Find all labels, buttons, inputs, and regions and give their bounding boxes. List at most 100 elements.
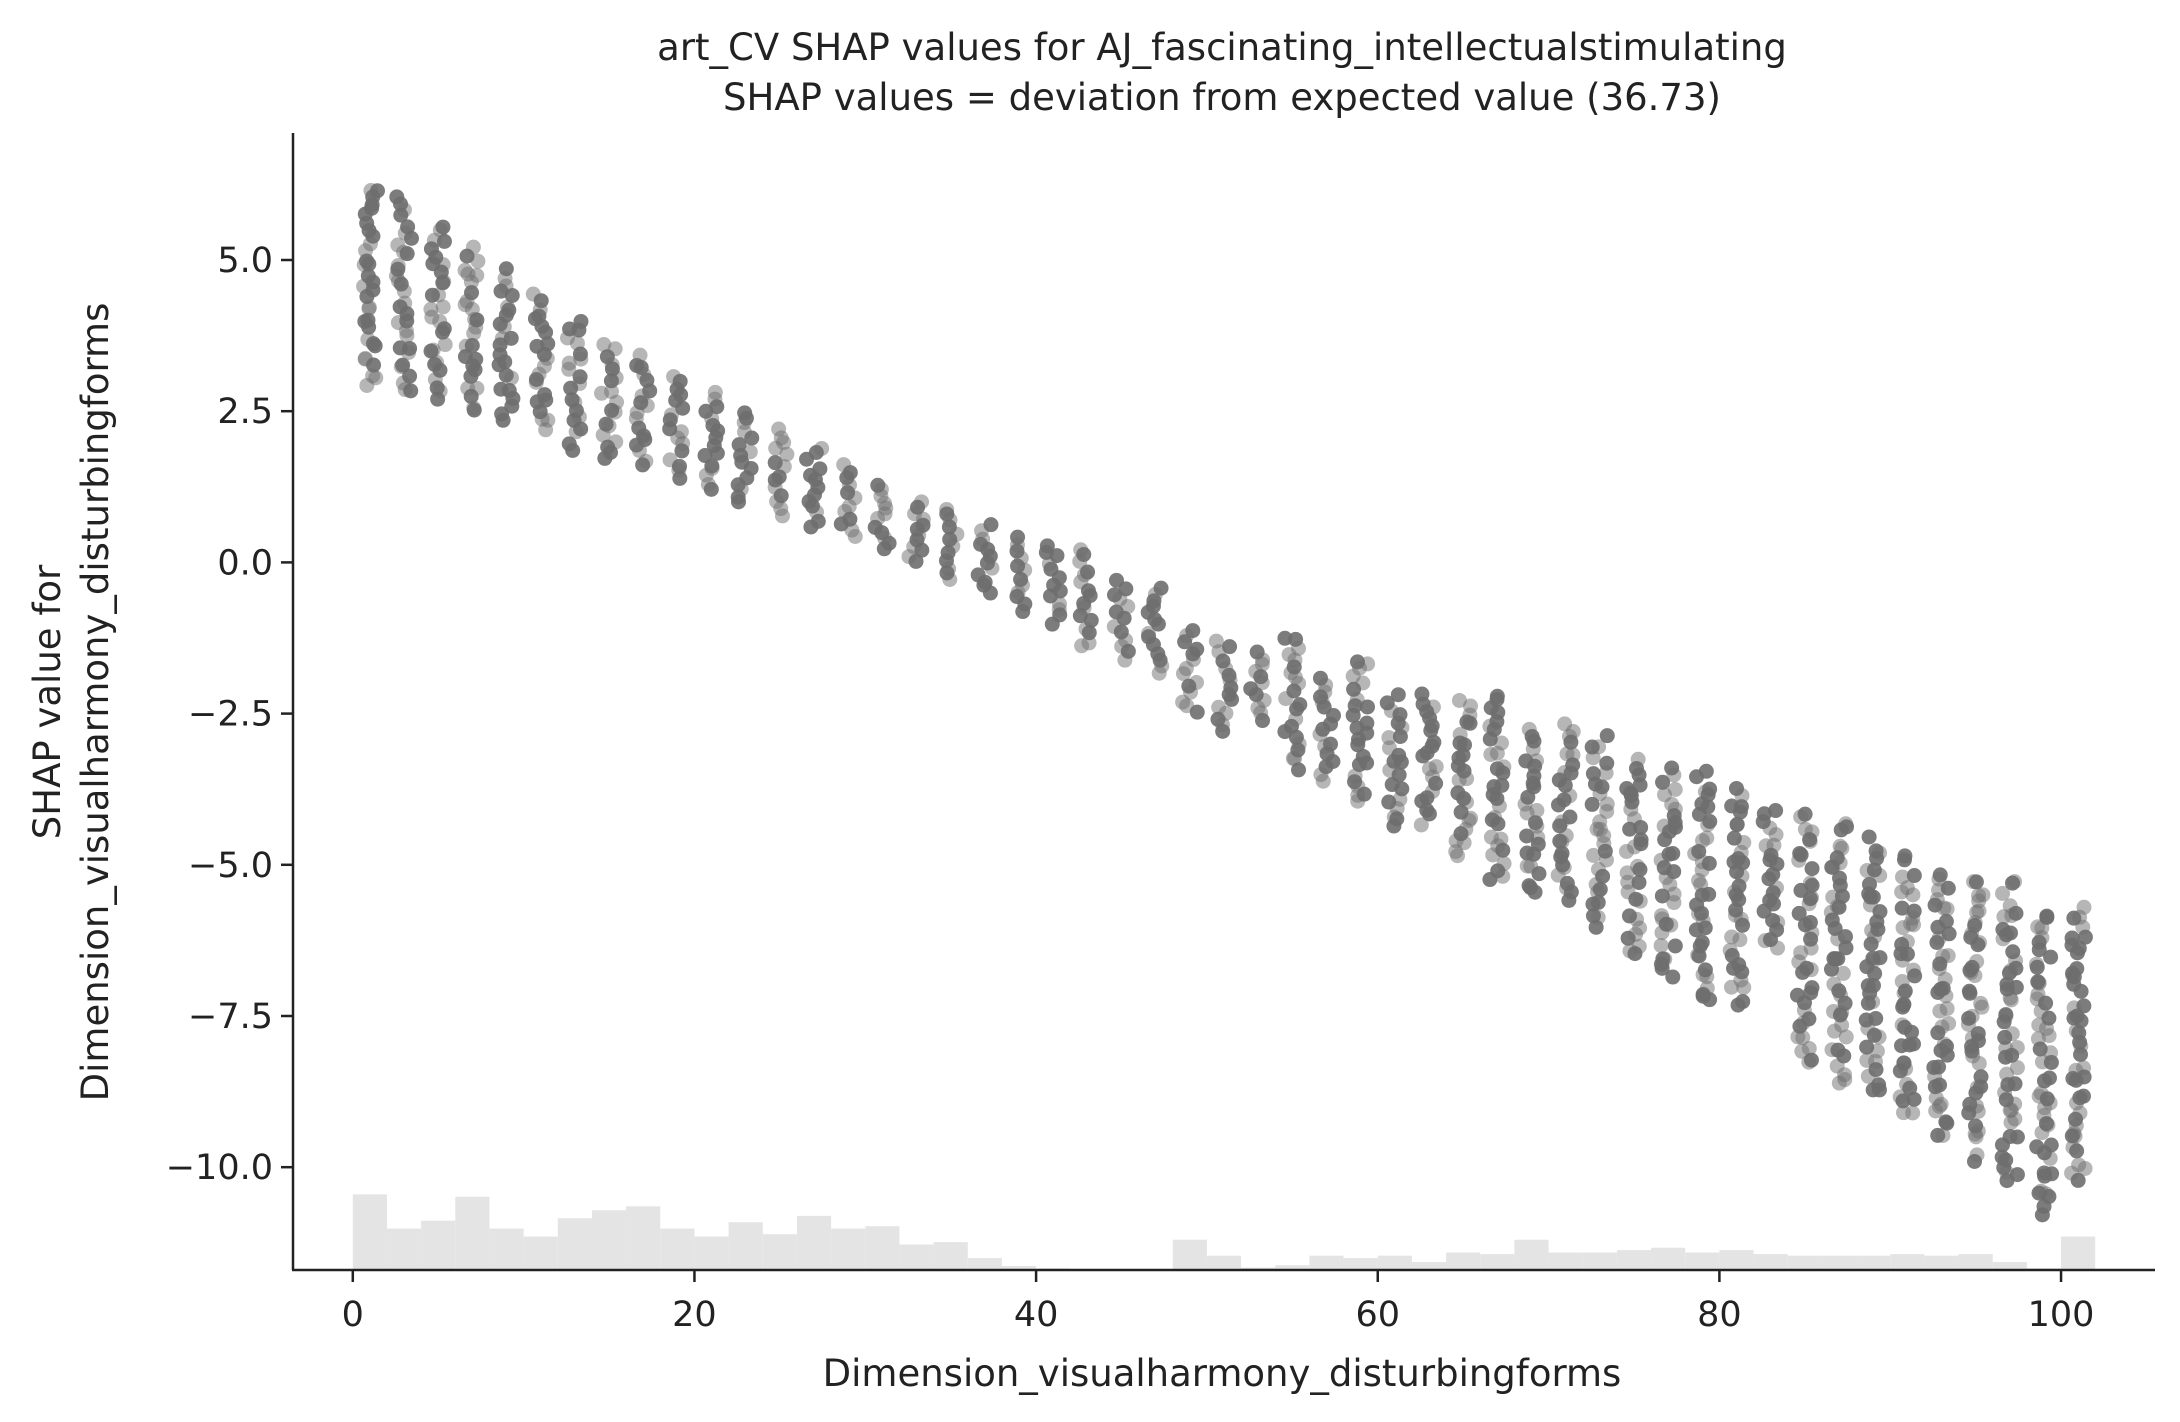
scatter-point <box>1487 810 1503 826</box>
scatter-point <box>1189 674 1205 690</box>
scatter-point <box>1355 748 1371 764</box>
scatter-point <box>1728 780 1744 796</box>
scatter-point <box>1938 1114 1954 1130</box>
scatter-point <box>1347 768 1363 784</box>
scatter-point <box>1527 815 1543 831</box>
scatter-point <box>1804 980 1820 996</box>
x-axis-ticks: 0 20 40 60 80 100 <box>342 1270 2095 1335</box>
chart-subtitle: SHAP values = deviation from expected va… <box>723 76 1721 119</box>
scatter-point <box>562 321 578 337</box>
scatter-point <box>1413 817 1429 833</box>
scatter-point <box>1584 796 1600 812</box>
y-axis-ticks: 5.0 2.5 0.0 −2.5 −5.0 −7.5 −10.0 <box>166 241 293 1188</box>
histogram-bar <box>967 1258 1002 1270</box>
scatter-point <box>2002 925 2018 941</box>
scatter-point <box>1871 1077 1887 1093</box>
scatter-point <box>1521 721 1537 737</box>
scatter-point <box>1619 781 1635 797</box>
scatter-point <box>1586 847 1602 863</box>
histogram-bar <box>1821 1255 1857 1270</box>
scatter-point <box>1797 806 1813 822</box>
scatter-point <box>1795 1030 1811 1046</box>
scatter-point <box>2036 1165 2052 1181</box>
scatter-point <box>673 424 689 440</box>
scatter-point <box>2030 1031 2046 1047</box>
scatter-point <box>1584 739 1600 755</box>
scatter-point <box>1940 948 1956 964</box>
scatter-point <box>1621 908 1637 924</box>
scatter-point <box>1381 730 1397 746</box>
scatter-point <box>1940 880 1956 896</box>
histogram-bar <box>352 1194 387 1270</box>
scatter-point <box>1665 969 1681 985</box>
scatter-point <box>1414 686 1430 702</box>
scatter-point <box>1630 858 1646 874</box>
histogram-bar <box>1275 1265 1310 1270</box>
scatter-point <box>1486 779 1502 795</box>
scatter-point <box>1529 753 1545 769</box>
scatter-point <box>1932 867 1948 883</box>
scatter-point <box>1902 1080 1918 1096</box>
scatter-point <box>1961 1010 1977 1026</box>
scatter-point <box>572 369 588 385</box>
scatter-point <box>1701 855 1717 871</box>
scatter-point <box>1657 951 1673 967</box>
histogram-bar <box>421 1220 456 1270</box>
scatter-point <box>2072 1090 2088 1106</box>
scatter-point <box>1804 861 1820 877</box>
scatter-point <box>1489 688 1505 704</box>
scatter-point <box>564 392 580 408</box>
histogram-bar <box>1958 1254 1993 1270</box>
scatter-point <box>1562 809 1578 825</box>
histogram-bar <box>831 1228 866 1270</box>
histogram-bar <box>1309 1255 1344 1270</box>
scatter-point <box>1995 885 2011 901</box>
scatter-point <box>1871 1029 1887 1045</box>
scatter-point <box>1653 938 1669 954</box>
scatter-point <box>561 436 577 452</box>
scatter-point <box>1794 1043 1810 1059</box>
y-tick-label: 0.0 <box>217 543 273 583</box>
scatter-point <box>2071 1157 2087 1173</box>
scatter-point <box>1868 1010 1884 1026</box>
scatter-point <box>1931 930 1947 946</box>
scatter-point <box>1962 985 1978 1001</box>
histogram-bar <box>1411 1262 1447 1270</box>
scatter-point <box>1838 816 1854 832</box>
scatter-point <box>1894 1017 1910 1033</box>
scatter-point <box>1930 1127 1946 1143</box>
scatter-point <box>1865 950 1881 966</box>
scatter-point <box>1969 954 1985 970</box>
scatter-point <box>731 437 747 453</box>
scatter-point <box>914 494 930 510</box>
x-tick-label: 100 <box>2028 1295 2095 1335</box>
histogram-bar <box>1446 1252 1481 1270</box>
scatter-point <box>361 301 377 317</box>
scatter-point <box>662 452 678 468</box>
scatter-point <box>1428 759 1444 775</box>
scatter-point <box>707 384 723 400</box>
scatter-point <box>2005 875 2021 891</box>
histogram-bar <box>1924 1255 1959 1270</box>
scatter-point <box>1966 874 1982 890</box>
scatter-point <box>1835 965 1851 981</box>
scatter-point <box>1860 978 1876 994</box>
x-tick-label: 40 <box>1014 1295 1059 1335</box>
scatter-point <box>458 338 474 354</box>
scatter-point <box>1080 564 1096 580</box>
histogram-bar <box>1616 1250 1652 1270</box>
scatter-point <box>1554 845 1570 861</box>
scatter-point <box>1631 938 1647 954</box>
scatter-point <box>392 340 408 356</box>
scatter-point <box>2043 1137 2059 1153</box>
scatter-point <box>1630 751 1646 767</box>
scatter-point <box>1973 995 1989 1011</box>
histogram-bar <box>626 1206 661 1270</box>
scatter-point <box>2009 1129 2025 1145</box>
scatter-point <box>465 239 481 255</box>
scatter-point <box>1975 887 1991 903</box>
scatter-point <box>1359 715 1375 731</box>
scatter-point <box>1483 829 1499 845</box>
scatter-point <box>498 261 514 277</box>
scatter-point <box>1529 802 1545 818</box>
